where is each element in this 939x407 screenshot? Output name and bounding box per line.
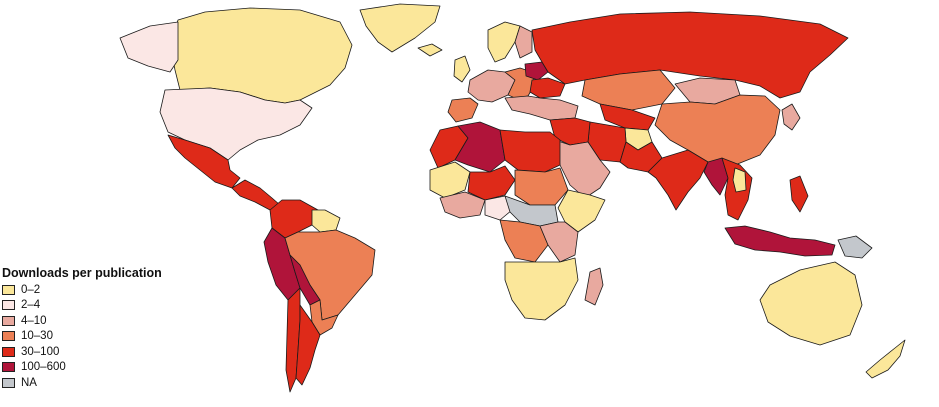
region-argentina — [295, 304, 321, 386]
region-russia — [531, 11, 849, 99]
region-congo — [499, 219, 549, 263]
legend-swatch — [2, 284, 15, 295]
region-india — [647, 149, 709, 211]
region-ukraine — [529, 77, 566, 99]
legend-swatch — [2, 300, 15, 311]
legend-label: 2–4 — [21, 299, 41, 312]
region-uk — [453, 55, 471, 83]
legend-label: 0–2 — [21, 283, 41, 296]
region-indonesia — [724, 225, 836, 257]
legend-item-30-100: 30–100 — [2, 344, 202, 360]
region-png — [837, 235, 873, 259]
region-iberia — [447, 97, 479, 123]
legend-swatch — [2, 346, 15, 357]
region-laos-cambodia — [732, 167, 747, 193]
legend-item-10-30: 10–30 — [2, 329, 202, 345]
region-algeria — [454, 121, 506, 173]
legend-label: NA — [21, 376, 37, 389]
legend-label: 30–100 — [21, 345, 60, 358]
legend-swatch — [2, 362, 15, 373]
region-horn-africa — [557, 189, 606, 233]
region-australia — [759, 261, 863, 346]
region-mali-niger — [467, 165, 516, 201]
region-greenland — [359, 3, 441, 53]
region-east-africa — [539, 221, 579, 263]
region-mexico — [167, 134, 241, 189]
legend-swatch — [2, 331, 15, 342]
legend-label: 100–600 — [21, 361, 66, 374]
region-belarus — [524, 61, 549, 81]
legend-title: Downloads per publication — [2, 266, 162, 280]
region-finland — [514, 25, 533, 59]
region-nigeria — [484, 195, 513, 221]
region-usa — [159, 87, 313, 161]
region-new-zealand — [865, 339, 906, 379]
region-libya-egypt — [499, 129, 561, 173]
region-scandinavia — [487, 21, 521, 63]
region-madagascar — [584, 267, 604, 306]
legend-item-0-2: 0–2 — [2, 282, 202, 298]
region-chad-sudan — [514, 167, 569, 206]
legend-item-2-4: 2–4 — [2, 298, 202, 314]
region-arabia — [554, 139, 611, 199]
region-central-america — [231, 179, 281, 211]
legend-swatch — [2, 315, 15, 326]
legend-swatch — [2, 377, 15, 388]
region-balkans-turkey — [504, 95, 579, 121]
region-guianas — [311, 209, 341, 233]
legend-label: 4–10 — [21, 314, 47, 327]
region-alaska — [119, 21, 179, 73]
region-korea-japan — [781, 103, 801, 131]
region-philippines — [789, 175, 809, 213]
legend-label: 10–30 — [21, 330, 53, 343]
legend-item-na: NA — [2, 375, 202, 391]
region-sahel-west — [429, 161, 471, 199]
legend: Downloads per publication 0–2 2–4 4–10 1… — [2, 266, 202, 391]
region-southern-africa — [504, 257, 579, 321]
region-iceland — [417, 43, 443, 57]
legend-item-100-600: 100–600 — [2, 360, 202, 376]
region-west-africa — [439, 191, 486, 219]
legend-item-4-10: 4–10 — [2, 313, 202, 329]
region-china — [654, 94, 781, 166]
